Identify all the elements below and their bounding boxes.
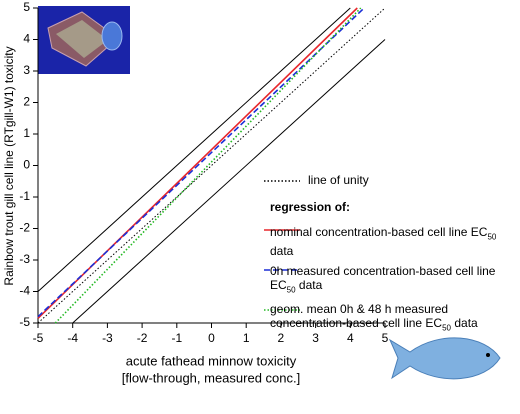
fish-icon [388,337,501,380]
legend-label-box: geom. mean 0h & 48 h measured concentrat… [270,302,478,333]
y-tick-label: 2 [23,95,30,109]
x-tick-label: 5 [382,331,389,345]
y-tick-label: 4 [23,32,30,46]
prediction-band [37,7,351,292]
legend-label-box: 0h measured concentration-based cell lin… [270,264,496,295]
y-tick-label: 0 [23,158,30,172]
y-tick-label: -3 [19,252,30,266]
x-tick-label: 3 [312,331,319,345]
x-tick-label: 0 [208,331,215,345]
legend-label: nominal concentration-based cell line EC… [270,225,497,259]
y-tick-label: -2 [19,221,30,235]
y-tick-label: 3 [23,63,30,77]
series-line [37,7,386,324]
x-tick-label: -4 [67,331,78,345]
legend-title: regression of: [270,200,350,214]
x-axis-label: acute fathead minnow toxicity [126,353,297,368]
prediction-band [72,39,386,324]
flask-photo [38,6,130,74]
y-tick-label: -5 [19,315,30,329]
x-tick-label: -5 [33,331,44,345]
legend-label-box: nominal concentration-based cell line EC… [270,225,497,259]
legend-label: line of unity [308,173,369,187]
x-axis-label: [flow-through, measured conc.] [122,370,300,385]
legend-label: 0h measured concentration-based cell lin… [270,264,496,295]
y-tick-label: 1 [23,126,30,140]
x-tick-label: 1 [243,331,250,345]
x-tick-label: 4 [347,331,354,345]
x-tick-label: -3 [102,331,113,345]
x-tick-label: -1 [171,331,182,345]
y-tick-label: 5 [23,0,30,14]
y-tick-label: -1 [19,189,30,203]
legend-label: geom. mean 0h & 48 h measured concentrat… [270,302,478,333]
legend-label-box: line of unity [308,173,369,187]
y-axis-label: Rainbow trout gill cell line (RTgill-W1)… [2,46,16,285]
series-line [37,7,365,318]
y-tick-label: -4 [19,284,30,298]
x-tick-label: 2 [278,331,285,345]
x-tick-label: -2 [137,331,148,345]
